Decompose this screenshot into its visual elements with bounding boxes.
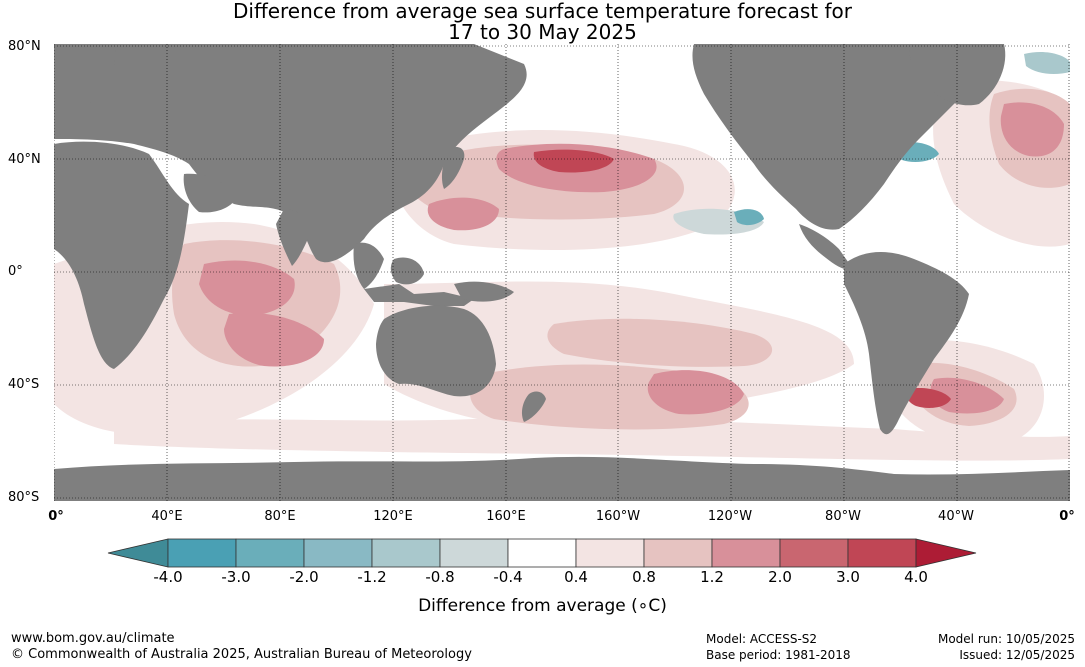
colorbar-swatch — [235, 538, 305, 568]
lat-tick-80s: 80°S — [8, 490, 40, 505]
southeast-asia — [353, 242, 384, 289]
sst-anomaly-map — [54, 44, 1070, 501]
colorbar-swatch — [847, 538, 917, 568]
warm-anomaly-very-strong — [192, 67, 951, 408]
antarctica — [54, 456, 1070, 501]
japan — [441, 147, 465, 189]
north-america — [692, 44, 973, 230]
colorbar-tick-label: -0.4 — [493, 568, 523, 586]
lon-tick-40e: 40°E — [151, 509, 183, 524]
lon-tick-120w: 120°W — [707, 509, 753, 524]
colorbar-tick-label: 0.8 — [632, 568, 656, 586]
australia — [376, 305, 496, 397]
eurasia — [54, 44, 527, 263]
lon-tick-0-left: 0° — [48, 509, 64, 524]
lon-tick-80w: 80°W — [825, 509, 861, 524]
borneo — [390, 257, 424, 285]
colorbar-tick-label: -0.8 — [425, 568, 455, 586]
colorbar-swatch — [507, 538, 577, 568]
europe-west — [54, 44, 116, 139]
colorbar-swatch — [575, 538, 645, 568]
footer-issued: Issued: 12/05/2025 — [959, 648, 1075, 662]
lon-tick-40w: 40°W — [938, 509, 974, 524]
lat-tick-0: 0° — [8, 264, 23, 279]
india — [276, 209, 312, 266]
colorbar-tick-label: 2.0 — [768, 568, 792, 586]
colorbar-title: Difference from average (∘C) — [418, 596, 667, 616]
colorbar-extend-high — [915, 538, 977, 568]
land-masses — [54, 44, 1070, 501]
colorbar-tick-label: 4.0 — [904, 568, 928, 586]
map-title-line-1: Difference from average sea surface temp… — [232, 0, 852, 23]
colorbar-swatch — [371, 538, 441, 568]
colorbar-tick-label: -2.0 — [289, 568, 319, 586]
colorbar-swatch — [643, 538, 713, 568]
south-america — [844, 252, 969, 435]
new-zealand — [521, 391, 546, 422]
colorbar-tick-label: 3.0 — [836, 568, 860, 586]
colorbar-swatch — [439, 538, 509, 568]
arabia — [183, 173, 236, 213]
indonesia — [364, 284, 474, 306]
new-guinea — [454, 281, 514, 302]
lat-tick-80n: 80°N — [8, 39, 41, 54]
footer-base-period: Base period: 1981-2018 — [706, 648, 851, 662]
lon-tick-160w: 160°W — [595, 509, 641, 524]
colorbar-tick-label: 0.4 — [564, 568, 588, 586]
colorbar-extend-low — [107, 538, 169, 568]
lat-tick-40s: 40°S — [8, 377, 40, 392]
footer-model: Model: ACCESS-S2 — [706, 632, 818, 646]
lon-tick-0-right: 0° — [1059, 509, 1075, 524]
colorbar-tick-label: 1.2 — [700, 568, 724, 586]
colorbar-tick-label: -4.0 — [153, 568, 183, 586]
lat-tick-40n: 40°N — [8, 152, 41, 167]
lon-tick-160e: 160°E — [486, 509, 526, 524]
footer-model-run: Model run: 10/05/2025 — [937, 632, 1075, 646]
footer-copyright: © Commonwealth of Australia 2025, Austra… — [11, 647, 472, 662]
map-title-line-2: 17 to 30 May 2025 — [448, 20, 637, 44]
colorbar-swatch — [711, 538, 781, 568]
lon-tick-80e: 80°E — [264, 509, 296, 524]
colorbar — [107, 538, 977, 568]
colorbar-tick-label: -1.2 — [357, 568, 387, 586]
central-america — [799, 224, 854, 270]
colorbar-swatch — [779, 538, 849, 568]
footer-site-link[interactable]: www.bom.gov.au/climate — [11, 631, 175, 646]
africa — [54, 141, 189, 369]
graticule — [54, 44, 1070, 501]
colorbar-swatch — [167, 538, 237, 568]
colorbar-tick-label: -3.0 — [221, 568, 251, 586]
lon-tick-120e: 120°E — [373, 509, 413, 524]
colorbar-swatch — [303, 538, 373, 568]
